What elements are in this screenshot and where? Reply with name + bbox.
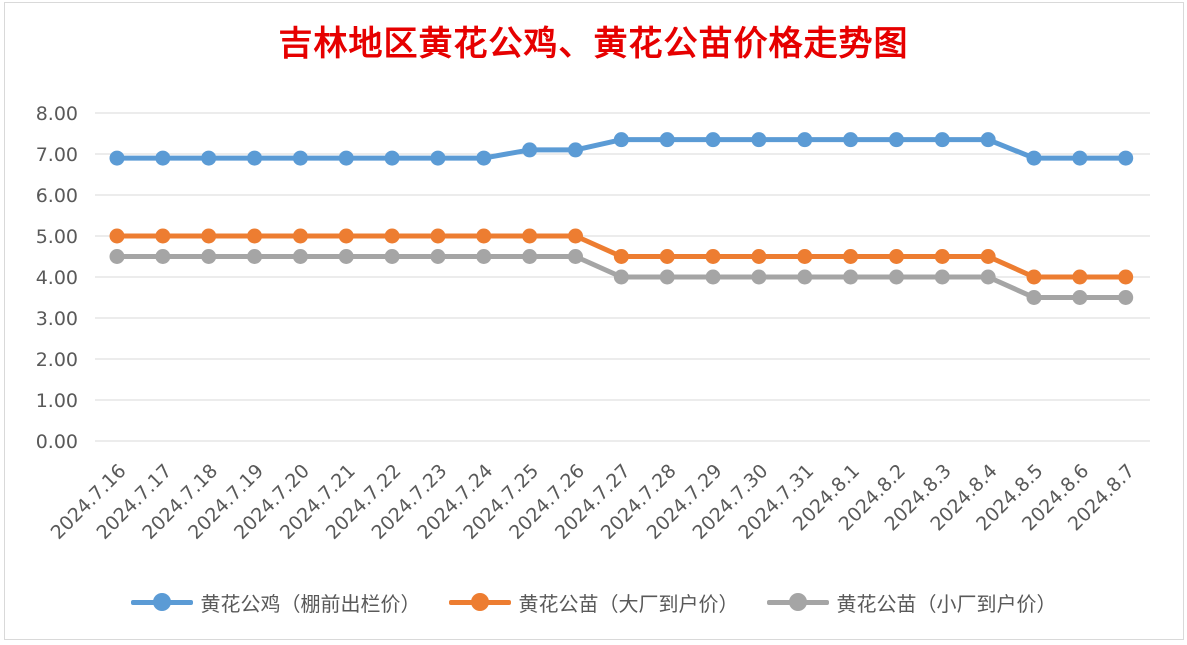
data-point <box>155 228 171 244</box>
data-point <box>430 228 446 244</box>
legend-label: 黄花公鸡（棚前出栏价） <box>200 591 421 616</box>
data-point <box>1118 150 1134 166</box>
y-tick-label: 6.00 <box>36 185 78 207</box>
data-point <box>430 249 446 264</box>
y-tick-label: 4.00 <box>36 267 78 289</box>
line-chart: 0.001.002.003.004.005.006.007.008.002024… <box>36 103 1150 544</box>
data-point <box>659 269 675 285</box>
legend-label: 黄花公苗（大厂到户价） <box>518 591 739 616</box>
data-point <box>109 228 125 244</box>
data-point <box>705 249 721 264</box>
data-point <box>109 249 125 264</box>
data-point <box>568 228 583 244</box>
y-tick-label: 3.00 <box>36 308 78 330</box>
data-point <box>1026 290 1042 305</box>
data-point <box>201 249 217 264</box>
data-point <box>1118 290 1134 305</box>
data-point <box>980 132 996 148</box>
data-point <box>338 150 354 166</box>
data-point <box>751 269 767 285</box>
data-point <box>155 150 171 166</box>
data-point <box>980 249 996 264</box>
data-point <box>522 228 538 244</box>
data-point <box>247 150 263 166</box>
y-tick-label: 0.00 <box>36 431 78 453</box>
data-point <box>843 249 859 264</box>
data-point <box>1072 150 1088 166</box>
y-tick-label: 2.00 <box>36 349 78 371</box>
data-point <box>613 249 629 264</box>
data-point <box>292 228 308 244</box>
data-point <box>568 142 583 158</box>
data-point <box>476 249 492 264</box>
data-point <box>843 269 859 285</box>
data-point <box>155 249 171 264</box>
data-point <box>338 249 354 264</box>
data-point <box>934 269 950 285</box>
data-point <box>751 132 767 148</box>
data-point <box>476 228 492 244</box>
legend: 黄花公鸡（棚前出栏价） 黄花公苗（大厂到户价） 黄花公苗（小厂到户价） <box>0 584 1187 620</box>
data-point <box>1072 269 1088 285</box>
data-point <box>384 249 400 264</box>
legend-label: 黄花公苗（小厂到户价） <box>836 591 1057 616</box>
data-point <box>247 249 263 264</box>
legend-swatch <box>766 592 829 612</box>
data-point <box>751 249 767 264</box>
data-point <box>797 249 813 264</box>
legend-item-1: 黄花公鸡（棚前出栏价） <box>130 588 421 617</box>
data-point <box>659 249 675 264</box>
data-point <box>109 150 125 166</box>
legend-swatch <box>130 592 193 612</box>
data-point <box>1072 290 1088 305</box>
data-point <box>201 228 217 244</box>
data-point <box>659 132 675 148</box>
data-point <box>705 269 721 285</box>
data-point <box>888 132 904 148</box>
data-point <box>476 150 492 166</box>
data-point <box>1026 150 1042 166</box>
chart-title: 吉林地区黄花公鸡、黄花公苗价格走势图 <box>278 24 909 64</box>
data-point <box>888 269 904 285</box>
y-tick-label: 5.00 <box>36 226 78 248</box>
data-point <box>384 150 400 166</box>
data-point <box>292 150 308 166</box>
data-point <box>522 142 538 158</box>
data-point <box>705 132 721 148</box>
data-point <box>430 150 446 166</box>
data-point <box>797 269 813 285</box>
data-point <box>201 150 217 166</box>
legend-item-2: 黄花公苗（大厂到户价） <box>448 588 739 617</box>
legend-swatch <box>448 592 511 612</box>
data-point <box>934 249 950 264</box>
data-point <box>338 228 354 244</box>
data-point <box>980 269 996 285</box>
data-point <box>522 249 538 264</box>
data-point <box>934 132 950 148</box>
data-point <box>247 228 263 244</box>
legend-item-3: 黄花公苗（小厂到户价） <box>766 588 1057 617</box>
data-point <box>1026 269 1042 285</box>
y-tick-label: 8.00 <box>36 103 78 125</box>
y-tick-label: 1.00 <box>36 390 78 412</box>
data-point <box>888 249 904 264</box>
chart-frame <box>4 2 1184 640</box>
data-point <box>1118 269 1134 285</box>
y-tick-label: 7.00 <box>36 144 78 166</box>
data-point <box>568 249 583 264</box>
data-point <box>292 249 308 264</box>
data-point <box>613 132 629 148</box>
data-point <box>843 132 859 148</box>
data-point <box>613 269 629 285</box>
data-point <box>384 228 400 244</box>
data-point <box>797 132 813 148</box>
